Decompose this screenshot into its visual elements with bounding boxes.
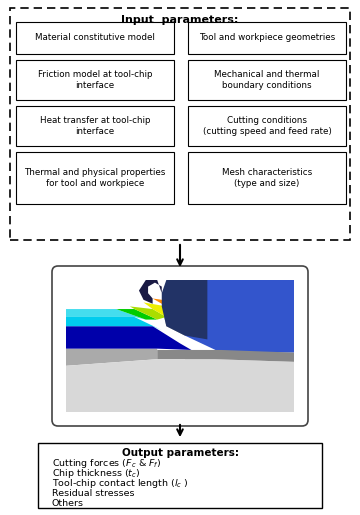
Polygon shape (144, 302, 175, 317)
Polygon shape (153, 299, 185, 317)
Polygon shape (130, 306, 166, 320)
Polygon shape (139, 280, 162, 304)
Polygon shape (157, 350, 294, 362)
Polygon shape (162, 280, 185, 335)
Text: Tool-chip contact length ($l_c$ ): Tool-chip contact length ($l_c$ ) (52, 476, 189, 489)
Polygon shape (66, 359, 294, 412)
FancyBboxPatch shape (10, 8, 350, 240)
Polygon shape (162, 293, 198, 320)
FancyBboxPatch shape (16, 106, 174, 146)
FancyBboxPatch shape (188, 106, 346, 146)
Polygon shape (162, 280, 207, 339)
Text: Residual stresses: Residual stresses (52, 489, 135, 497)
FancyBboxPatch shape (38, 443, 322, 508)
Text: Friction model at tool-chip
interface: Friction model at tool-chip interface (38, 70, 152, 90)
Text: Tool and workpiece geometries: Tool and workpiece geometries (199, 33, 335, 43)
Text: Cutting forces ($F_c$ & $F_f$): Cutting forces ($F_c$ & $F_f$) (52, 456, 161, 470)
FancyBboxPatch shape (52, 266, 308, 426)
Text: Heat transfer at tool-chip
interface: Heat transfer at tool-chip interface (40, 116, 150, 136)
FancyBboxPatch shape (188, 60, 346, 100)
Text: Output parameters:: Output parameters: (122, 448, 238, 458)
FancyBboxPatch shape (16, 152, 174, 204)
FancyBboxPatch shape (16, 60, 174, 100)
Polygon shape (185, 353, 294, 412)
Polygon shape (66, 326, 192, 350)
Text: Others: Others (52, 499, 84, 507)
Text: Input  parameters:: Input parameters: (121, 15, 239, 25)
FancyBboxPatch shape (188, 152, 346, 204)
Text: Material constitutive model: Material constitutive model (35, 33, 155, 43)
Text: Cutting conditions
(cutting speed and feed rate): Cutting conditions (cutting speed and fe… (203, 116, 332, 136)
Polygon shape (66, 280, 185, 412)
FancyBboxPatch shape (188, 22, 346, 54)
Text: Mechanical and thermal
boundary conditions: Mechanical and thermal boundary conditio… (214, 70, 320, 90)
Polygon shape (185, 280, 294, 353)
Polygon shape (66, 317, 162, 330)
FancyBboxPatch shape (16, 22, 174, 54)
Polygon shape (66, 309, 146, 320)
Polygon shape (66, 349, 157, 366)
Text: Thermal and physical properties
for tool and workpiece: Thermal and physical properties for tool… (24, 168, 166, 188)
Text: Chip thickness ($t_c$): Chip thickness ($t_c$) (52, 467, 140, 479)
Text: Mesh characteristics
(type and size): Mesh characteristics (type and size) (222, 168, 312, 188)
Polygon shape (89, 309, 157, 320)
